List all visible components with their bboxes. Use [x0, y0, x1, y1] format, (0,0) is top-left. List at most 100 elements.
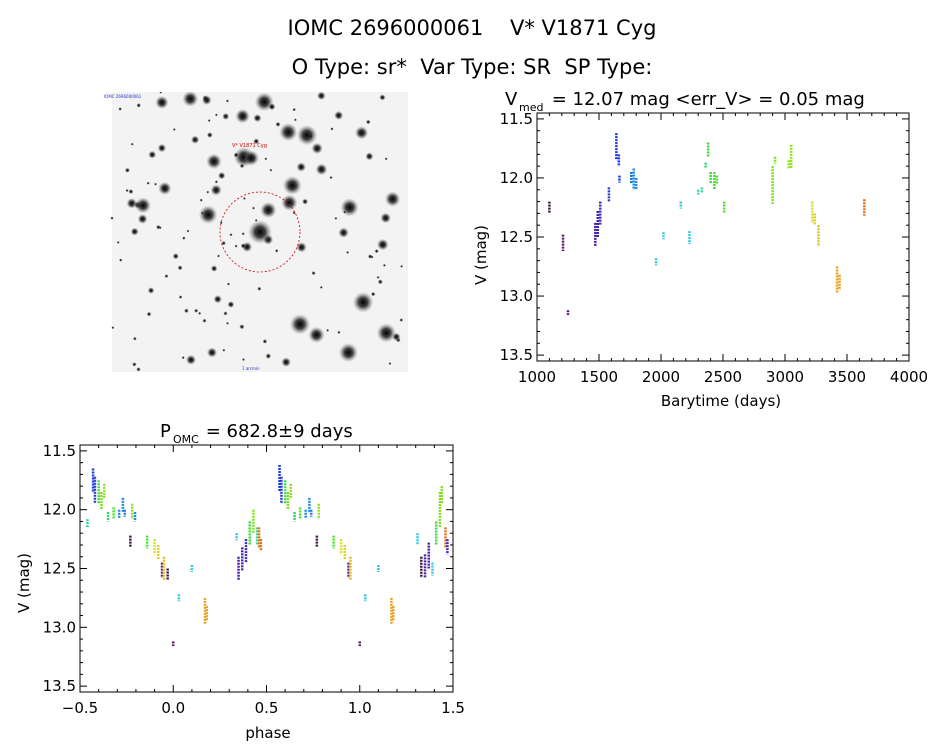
star — [182, 92, 199, 107]
star — [132, 362, 137, 367]
star — [222, 348, 226, 352]
star — [183, 308, 189, 314]
star — [128, 189, 134, 195]
ph-x-tick-label: 0.5 — [255, 699, 279, 717]
star — [134, 197, 152, 214]
star — [382, 263, 386, 267]
star — [292, 107, 296, 112]
star — [296, 124, 318, 146]
star — [148, 150, 157, 159]
star — [155, 224, 161, 230]
star — [352, 291, 374, 313]
star — [206, 347, 218, 358]
lc-x-tick-label: 3500 — [828, 368, 866, 386]
sky-image: IOMC 2696000061 V* V1871 Cyg 1 arcmin — [104, 92, 408, 372]
star — [374, 249, 379, 254]
star — [186, 229, 190, 233]
star — [399, 318, 404, 322]
star — [226, 282, 231, 286]
lc-x-tick-label: 2000 — [642, 368, 680, 386]
ph-title: P OMC = 682.8±9 days — [160, 421, 353, 446]
star — [370, 291, 376, 297]
image-caption-target: V* V1871 Cyg — [232, 143, 267, 149]
star — [376, 275, 380, 279]
ph-x-tick-label: 1.0 — [348, 699, 372, 717]
ph-x-tick-label: 0.0 — [161, 699, 185, 717]
star — [216, 254, 220, 258]
star — [242, 196, 246, 200]
chart-title-line1: IOMC 2696000061 V* V1871 Cyg — [287, 16, 657, 40]
star — [240, 243, 246, 249]
star — [346, 250, 350, 254]
star — [118, 258, 123, 262]
star — [125, 188, 129, 193]
star — [198, 311, 202, 315]
star — [210, 265, 218, 272]
star — [334, 110, 344, 121]
star — [319, 285, 323, 289]
star — [400, 264, 404, 268]
star — [253, 138, 260, 145]
star — [223, 311, 228, 316]
star — [172, 128, 176, 132]
star — [116, 240, 120, 244]
star — [206, 190, 210, 194]
star — [235, 108, 250, 124]
star — [124, 167, 130, 173]
star — [311, 142, 323, 155]
star — [177, 265, 183, 271]
star — [329, 175, 333, 180]
star — [338, 342, 359, 363]
star — [334, 216, 338, 220]
star — [377, 279, 383, 285]
star — [182, 236, 186, 240]
star — [376, 323, 397, 343]
star — [251, 206, 256, 210]
star — [282, 175, 302, 195]
ph-data-series — [86, 464, 449, 647]
lc-axes: 1000 1500 2000 2500 3000 3500 4000 11.5 12.0 12.5… — [500, 110, 929, 386]
star — [275, 121, 281, 127]
star — [241, 358, 246, 362]
star — [384, 157, 388, 161]
star — [158, 181, 172, 196]
star — [199, 198, 203, 202]
star — [217, 171, 226, 180]
star — [234, 244, 238, 248]
image-caption-scale: 1 arcmin — [242, 366, 260, 371]
star — [239, 163, 245, 169]
star — [292, 211, 296, 215]
lc-x-tick-label: 4000 — [890, 368, 928, 386]
star — [265, 353, 272, 359]
star — [147, 287, 155, 294]
star — [316, 92, 326, 101]
star — [213, 294, 223, 304]
ph-title-p: P — [160, 421, 171, 442]
star — [311, 270, 316, 276]
lc-y-tick-label: 11.5 — [500, 110, 533, 128]
star — [181, 356, 185, 360]
ph-y-axis-label: V (mag) — [15, 553, 33, 613]
star — [225, 99, 230, 103]
star — [264, 157, 268, 161]
star — [111, 326, 115, 330]
lc-data-series — [548, 133, 866, 315]
star — [269, 168, 273, 172]
star — [206, 153, 222, 170]
star — [340, 198, 359, 217]
star — [190, 135, 200, 144]
star — [289, 314, 311, 335]
star — [157, 143, 167, 153]
lc-plot-frame — [536, 112, 910, 362]
star — [380, 212, 392, 224]
lc-x-tick-label: 1500 — [580, 368, 618, 386]
ph-x-axis-label: phase — [245, 724, 290, 742]
star — [365, 152, 374, 161]
star — [136, 367, 141, 372]
star — [222, 112, 230, 120]
star — [225, 321, 230, 325]
star — [302, 198, 309, 205]
lc-x-tick-label: 1000 — [518, 368, 556, 386]
star — [281, 194, 298, 211]
star — [155, 95, 169, 110]
